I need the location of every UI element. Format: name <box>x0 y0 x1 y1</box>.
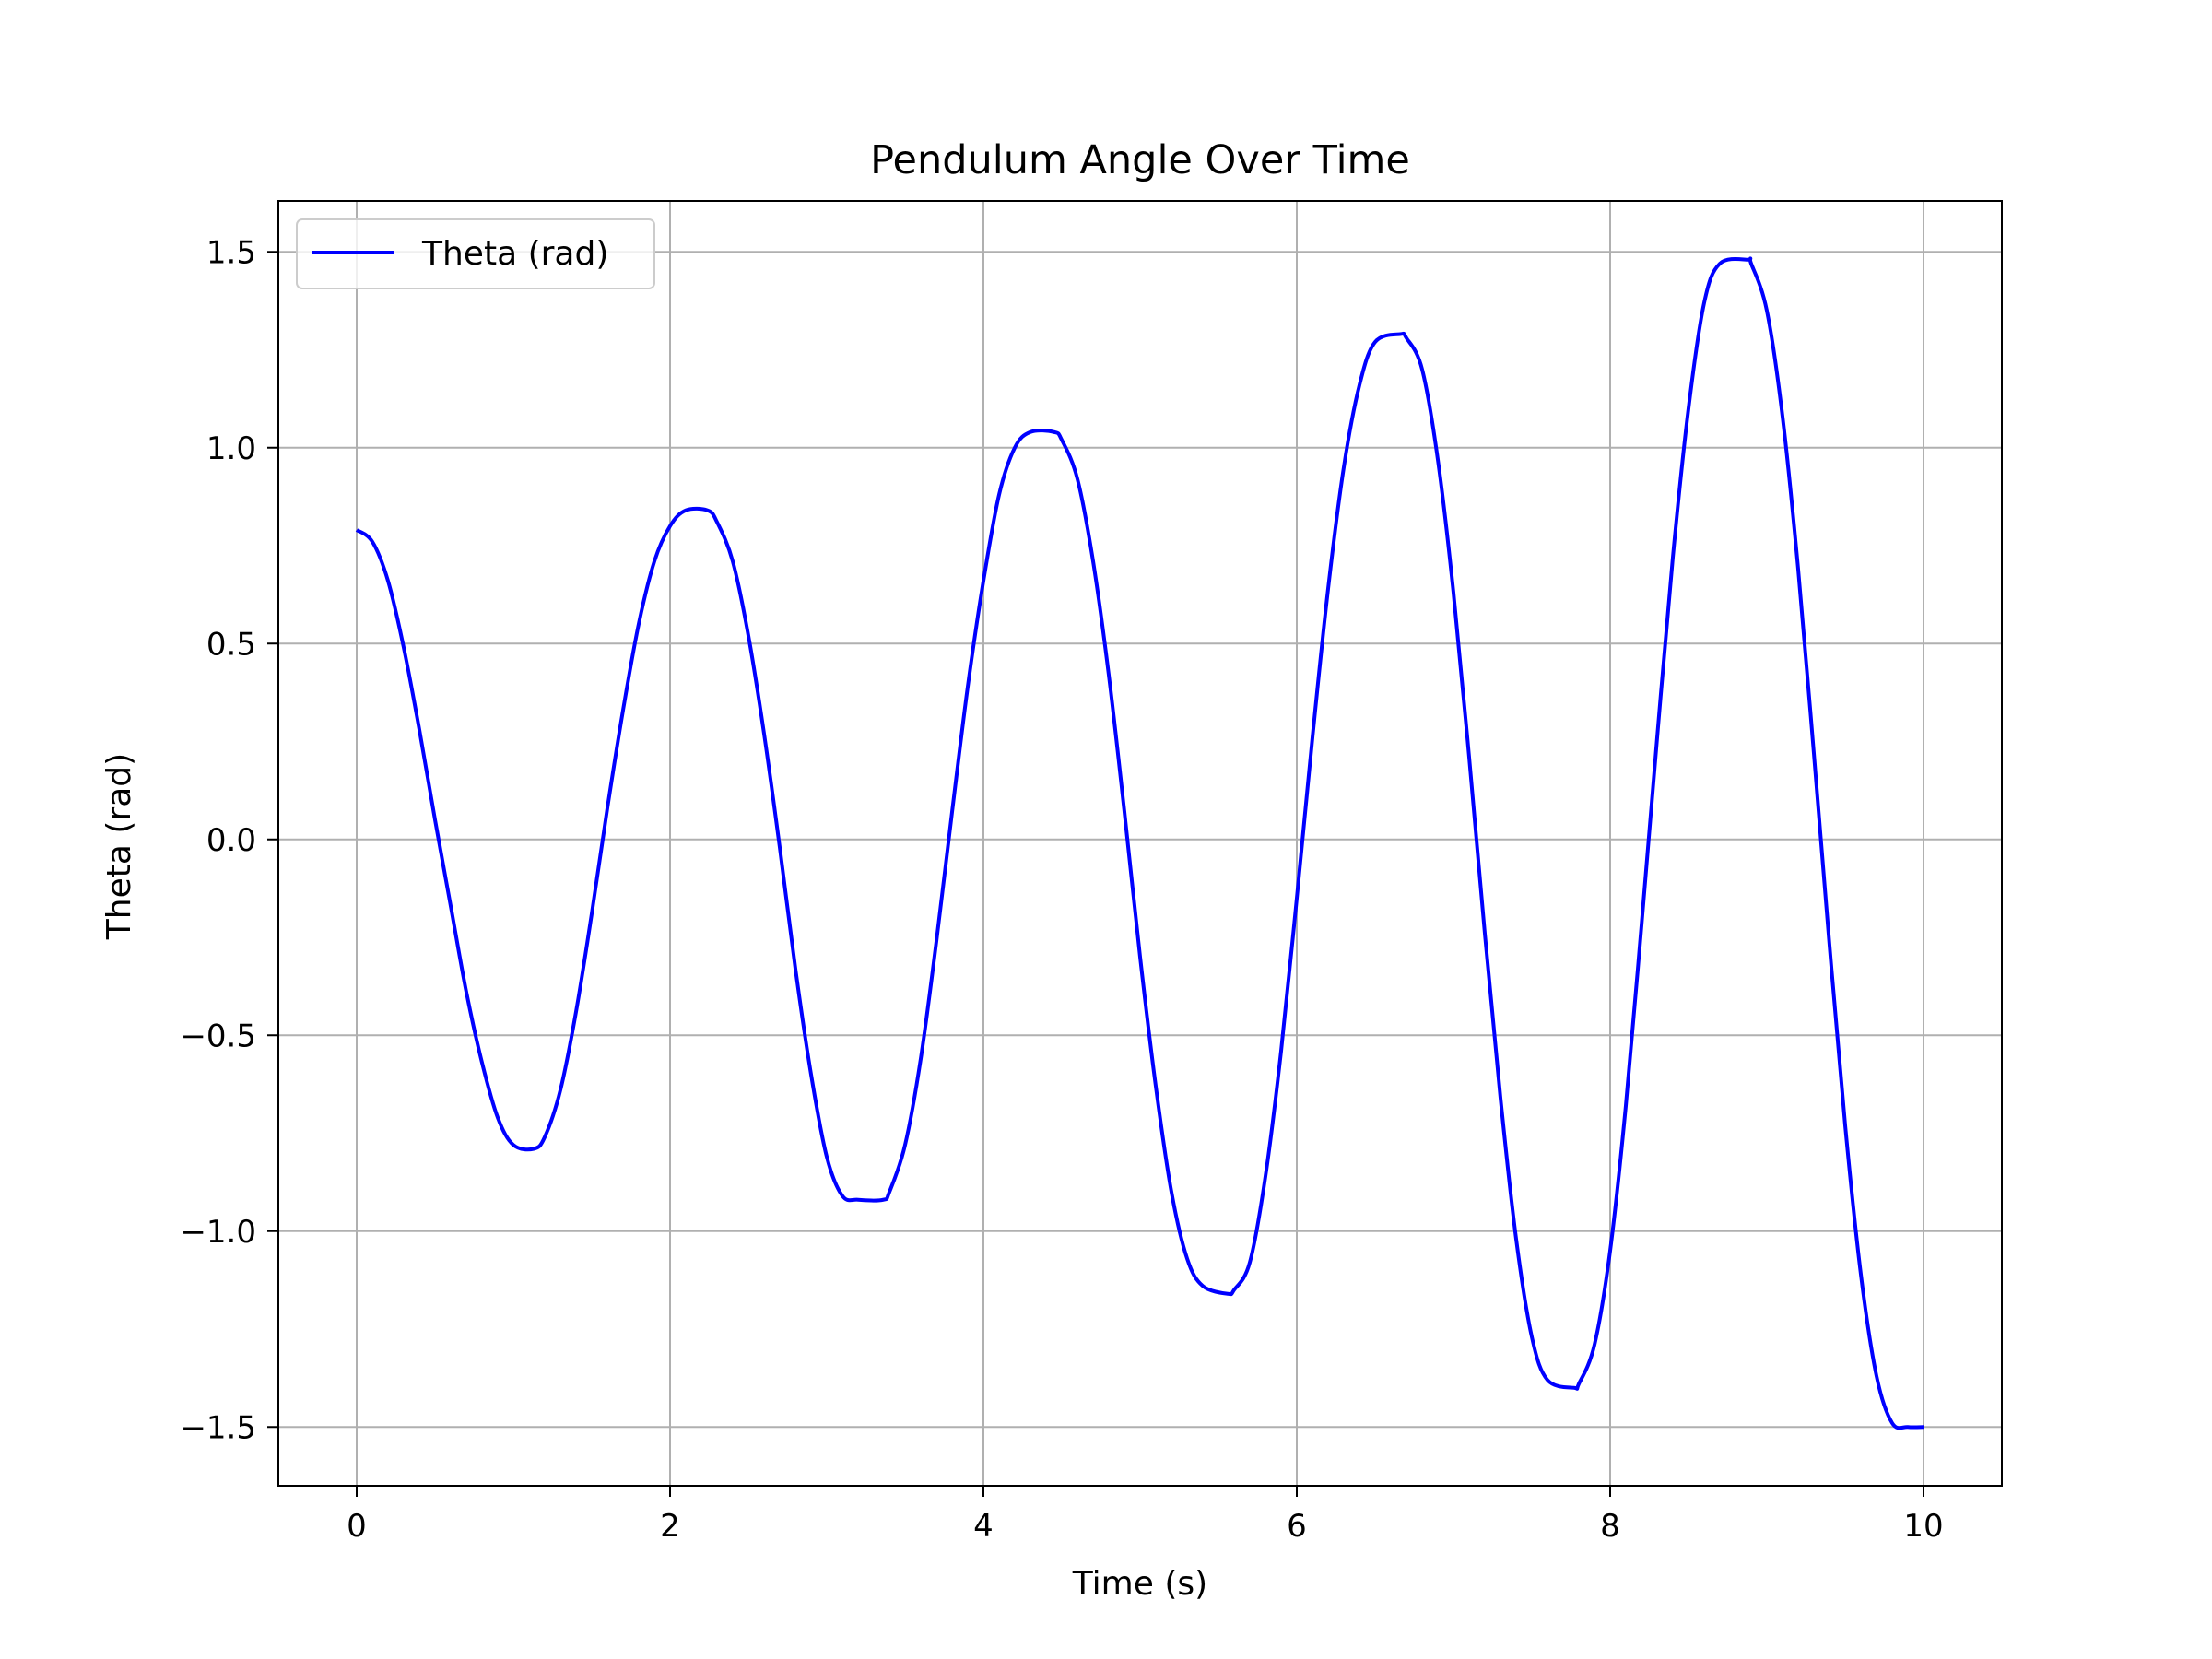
y-axis: 1.5 1.0 0.5 0.0 −0.5 −1.0 −1.5 <box>180 234 278 1446</box>
x-tick-label: 10 <box>1903 1508 1943 1545</box>
y-tick-label: 1.0 <box>206 430 256 467</box>
grid <box>278 201 2002 1486</box>
y-tick-label: 0.5 <box>206 626 256 663</box>
x-tick-label: 4 <box>973 1508 994 1545</box>
x-tick-label: 0 <box>347 1508 367 1545</box>
y-tick-label: −1.5 <box>180 1409 256 1446</box>
legend: Theta (rad) <box>296 218 655 289</box>
plot-area <box>278 201 2002 1486</box>
chart-title: Pendulum Angle Over Time <box>870 137 1410 183</box>
y-tick-label: −0.5 <box>180 1018 256 1054</box>
y-tick-label: 1.5 <box>206 234 256 271</box>
y-tick-label: −1.0 <box>180 1214 256 1251</box>
x-tick-label: 8 <box>1600 1508 1620 1545</box>
legend-box <box>296 218 655 289</box>
x-axis-title: Time (s) <box>1072 1565 1207 1603</box>
series-layer <box>355 256 1924 1430</box>
plot-frame <box>277 200 2003 1487</box>
x-tick-label: 2 <box>660 1508 680 1545</box>
series-line-theta <box>355 256 1924 1430</box>
y-axis-title: Theta (rad) <box>100 753 138 940</box>
legend-label: Theta (rad) <box>421 235 608 273</box>
y-tick-label: 0.0 <box>206 822 256 859</box>
x-tick-label: 6 <box>1287 1508 1307 1545</box>
x-axis: 0 2 4 6 8 10 <box>347 1486 1944 1545</box>
